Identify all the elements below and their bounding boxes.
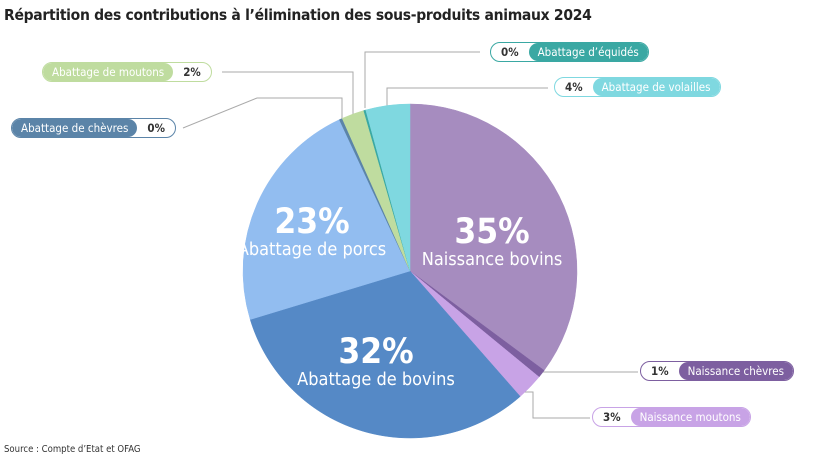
callout-name: Naissance moutons [630, 408, 750, 426]
callout-abattage-chevres: Abattage de chèvres 0% [11, 118, 176, 138]
source-note: Source : Compte d’Etat et OFAG [4, 444, 141, 455]
callout-value: 1% [651, 364, 669, 378]
pie-slice-naissance-bovins [409, 103, 578, 371]
callout-value: 2% [183, 65, 201, 79]
leader-line [520, 391, 590, 419]
callout-value: 0% [501, 45, 519, 59]
callout-abattage-volailles: 4% Abattage de volailles [554, 77, 721, 97]
data-label: 35% [454, 212, 530, 252]
callout-name: Abattage d’équidés [528, 43, 648, 61]
callout-value: 0% [147, 121, 165, 135]
data-label: 32% [338, 332, 414, 372]
callout-name: Abattage de volailles [592, 78, 720, 96]
data-label: 23% [274, 202, 350, 242]
callout-name: Naissance chèvres [678, 362, 794, 380]
callout-naissance-chevres: 1% Naissance chèvres [640, 361, 795, 381]
callout-value: 3% [603, 410, 621, 424]
slice-name: Abattage de bovins [297, 369, 455, 390]
leader-line [182, 97, 343, 129]
leader-line [364, 51, 480, 108]
slice-label-abattage-bovins: 32% Abattage de bovins [297, 334, 455, 390]
leader-line [222, 71, 354, 116]
chart-title: Répartition des contributions à l’élimin… [4, 6, 592, 24]
slice-name: Abattage de porcs [237, 239, 387, 260]
callout-name: Abattage de moutons [43, 63, 174, 81]
pie-slice-abattage-de-volailles [365, 103, 411, 272]
pie-slice-abattage-de-bovins [249, 270, 521, 439]
slice-label-naissance-bovins: 35% Naissance bovins [422, 214, 563, 270]
callout-naissance-moutons: 3% Naissance moutons [592, 407, 751, 427]
callout-abattage-moutons: Abattage de moutons 2% [42, 62, 212, 82]
leader-line [386, 87, 548, 106]
slice-label-abattage-porcs: 23% Abattage de porcs [238, 204, 386, 260]
callout-value: 4% [565, 80, 583, 94]
callout-name: Abattage de chèvres [12, 119, 138, 137]
callout-abattage-equides: 0% Abattage d’équidés [490, 42, 649, 62]
slice-name: Naissance bovins [421, 249, 563, 270]
pie-slice-abattage-de-porcs [242, 119, 411, 320]
